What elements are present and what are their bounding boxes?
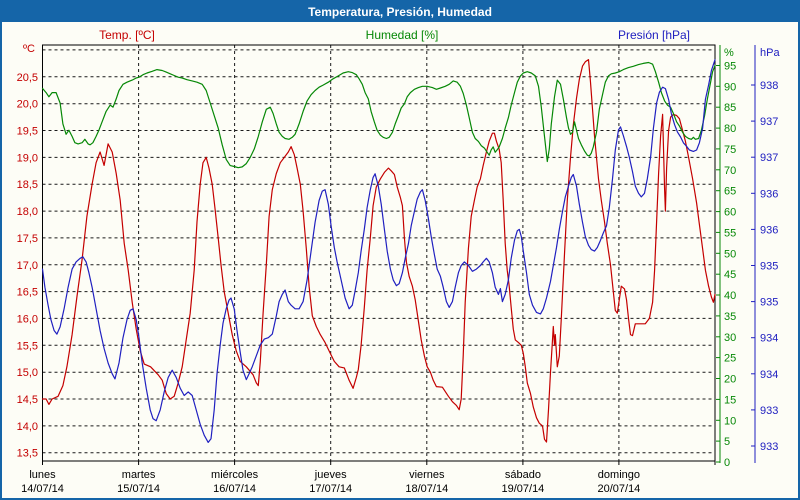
svg-text:19/07/14: 19/07/14 xyxy=(501,483,544,495)
svg-text:17/07/14: 17/07/14 xyxy=(309,483,352,495)
svg-text:934: 934 xyxy=(760,369,778,381)
svg-text:25: 25 xyxy=(724,353,736,365)
svg-text:75: 75 xyxy=(724,144,736,156)
svg-text:10: 10 xyxy=(724,415,736,427)
svg-text:16/07/14: 16/07/14 xyxy=(213,483,256,495)
svg-text:0: 0 xyxy=(724,457,730,469)
svg-text:domingo: domingo xyxy=(598,469,640,481)
svg-text:70: 70 xyxy=(724,165,736,177)
svg-text:60: 60 xyxy=(724,207,736,219)
svg-text:14,5: 14,5 xyxy=(17,394,38,406)
svg-text:%: % xyxy=(724,47,734,59)
svg-text:5: 5 xyxy=(724,436,730,448)
svg-text:20,5: 20,5 xyxy=(17,72,38,84)
svg-text:13,5: 13,5 xyxy=(17,448,38,460)
svg-text:18,5: 18,5 xyxy=(17,179,38,191)
svg-text:jueves: jueves xyxy=(314,469,347,481)
svg-text:90: 90 xyxy=(724,81,736,93)
svg-text:55: 55 xyxy=(724,227,736,239)
svg-text:35: 35 xyxy=(724,311,736,323)
svg-text:937: 937 xyxy=(760,152,778,164)
svg-text:933: 933 xyxy=(760,405,778,417)
svg-text:50: 50 xyxy=(724,248,736,260)
svg-text:30: 30 xyxy=(724,332,736,344)
window-titlebar[interactable]: Temperatura, Presión, Humedad xyxy=(2,2,798,22)
svg-text:935: 935 xyxy=(760,261,778,273)
svg-text:936: 936 xyxy=(760,224,778,236)
legend-humidity: Humedad [%] xyxy=(365,28,439,42)
svg-text:15/07/14: 15/07/14 xyxy=(117,483,160,495)
svg-text:20/07/14: 20/07/14 xyxy=(597,483,640,495)
svg-text:martes: martes xyxy=(122,469,156,481)
svg-text:14,0: 14,0 xyxy=(17,421,38,433)
svg-text:15: 15 xyxy=(724,394,736,406)
svg-text:19,5: 19,5 xyxy=(17,126,38,138)
legend-temperature: Temp. [ºC] xyxy=(99,28,155,42)
svg-text:20: 20 xyxy=(724,374,736,386)
svg-text:hPa: hPa xyxy=(760,47,780,59)
svg-text:40: 40 xyxy=(724,290,736,302)
svg-text:65: 65 xyxy=(724,186,736,198)
svg-text:95: 95 xyxy=(724,61,736,73)
svg-text:16,0: 16,0 xyxy=(17,313,38,325)
svg-text:85: 85 xyxy=(724,102,736,114)
svg-text:933: 933 xyxy=(760,441,778,453)
svg-text:937: 937 xyxy=(760,116,778,128)
svg-text:18/07/14: 18/07/14 xyxy=(405,483,448,495)
svg-text:20,0: 20,0 xyxy=(17,99,38,111)
svg-text:17,5: 17,5 xyxy=(17,233,38,245)
svg-text:viernes: viernes xyxy=(409,469,445,481)
svg-text:sábado: sábado xyxy=(505,469,541,481)
svg-text:15,0: 15,0 xyxy=(17,367,38,379)
svg-text:lunes: lunes xyxy=(29,469,56,481)
svg-text:934: 934 xyxy=(760,333,778,345)
svg-text:45: 45 xyxy=(724,269,736,281)
svg-text:miércoles: miércoles xyxy=(211,469,259,481)
legend-pressure: Presión [hPa] xyxy=(617,28,691,42)
svg-text:14/07/14: 14/07/14 xyxy=(21,483,64,495)
svg-text:ºC: ºC xyxy=(23,43,35,55)
svg-text:17,0: 17,0 xyxy=(17,260,38,272)
svg-text:80: 80 xyxy=(724,123,736,135)
svg-text:15,5: 15,5 xyxy=(17,340,38,352)
svg-text:16,5: 16,5 xyxy=(17,287,38,299)
svg-text:938: 938 xyxy=(760,80,778,92)
svg-text:18,0: 18,0 xyxy=(17,206,38,218)
svg-text:935: 935 xyxy=(760,297,778,309)
svg-text:936: 936 xyxy=(760,188,778,200)
window-title: Temperatura, Presión, Humedad xyxy=(308,5,492,19)
svg-text:19,0: 19,0 xyxy=(17,152,38,164)
